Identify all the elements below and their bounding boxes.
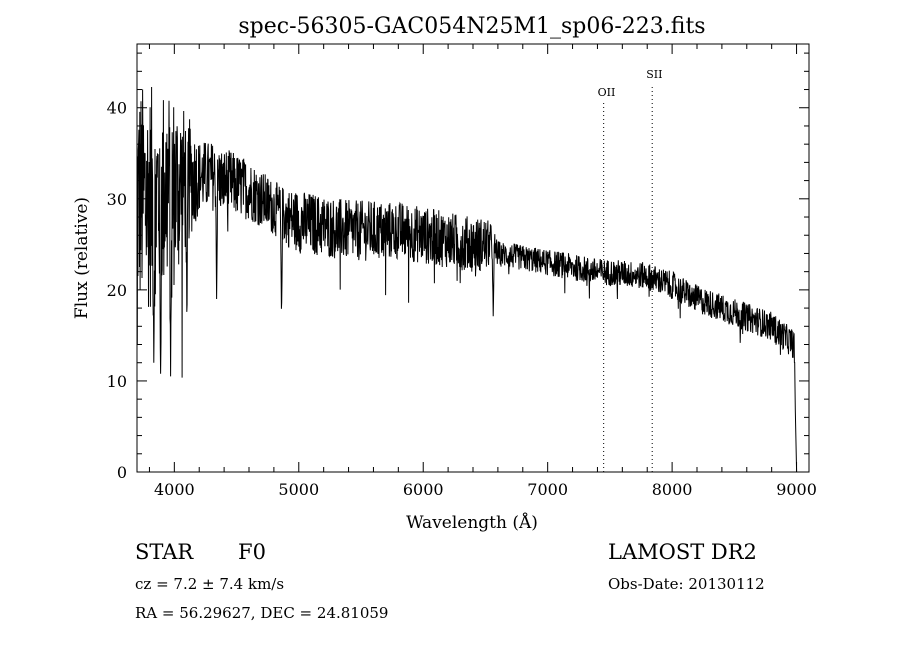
y-tick-label: 10 [107,372,127,391]
object-subclass: F0 [238,540,266,564]
y-tick-label: 40 [107,99,127,118]
obs-date-text: Obs-Date: 20130112 [608,575,765,593]
y-tick-label: 0 [117,463,127,482]
x-tick-label: 9000 [776,480,817,499]
x-tick-label: 8000 [652,480,693,499]
x-tick-label: 7000 [527,480,568,499]
coordinates-text: RA = 56.29627, DEC = 24.81059 [135,604,389,622]
annotation-label-sii: SII [646,68,662,81]
survey-label: LAMOST DR2 [608,540,757,564]
axes: 4000 5000 6000 7000 8000 9000 0 10 20 30 40 [107,44,817,499]
annotation-label-oii: OII [598,86,616,99]
y-tick-label: 20 [107,281,127,300]
y-axis-label: Flux (relative) [72,197,92,319]
chart-title: spec-56305-GAC054N25M1_sp06-223.fits [238,14,705,39]
x-tick-label: 6000 [403,480,444,499]
flux-series-line [136,86,798,473]
x-tick-label: 5000 [278,480,319,499]
redshift-text: cz = 7.2 ± 7.4 km/s [135,575,285,593]
object-class: STAR [135,540,194,564]
y-tick-label: 30 [107,190,127,209]
x-tick-label: 4000 [154,480,195,499]
x-axis-label: Wavelength (Å) [406,512,538,533]
